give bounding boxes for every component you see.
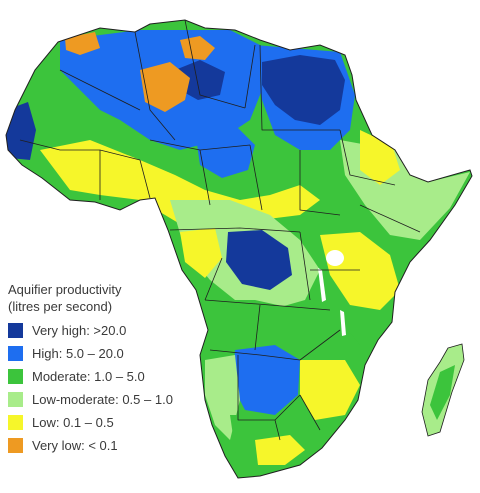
legend-item-very-low: Very low: < 0.1 <box>8 437 248 454</box>
aquifer-zone-high-kalahari <box>232 345 300 415</box>
aquifer-zone-low-horn <box>360 130 400 185</box>
country-borders <box>19 19 421 441</box>
legend-swatch-high <box>8 346 23 361</box>
aquifer-zone-low-south <box>255 435 305 465</box>
legend-items: Very high: >20.0 High: 5.0 – 20.0 Modera… <box>8 322 248 454</box>
legend-title-line1: Aquifier productivity <box>8 282 122 297</box>
legend-label-moderate: Moderate: 1.0 – 5.0 <box>32 369 145 384</box>
aquifer-zone-very-high-congo <box>226 230 292 290</box>
legend-swatch-moderate <box>8 369 23 384</box>
aquifer-zone-very-low-algeria <box>140 62 190 112</box>
aquifer-zone-moderate-south-central <box>205 300 360 365</box>
legend-item-low: Low: 0.1 – 0.5 <box>8 414 248 431</box>
legend-label-very-high: Very high: >20.0 <box>32 323 127 338</box>
lake-tanganyika <box>318 268 326 302</box>
aquifer-zone-very-high-north-west <box>175 60 225 100</box>
aquifer-zone-very-high-egypt <box>262 55 345 125</box>
aquifer-zone-very-low-north <box>180 36 215 60</box>
aquifer-zone-low-mozambique <box>300 360 360 420</box>
legend-label-low-moderate: Low-moderate: 0.5 – 1.0 <box>32 392 173 407</box>
legend-item-low-moderate: Low-moderate: 0.5 – 1.0 <box>8 391 248 408</box>
lake-victoria <box>326 250 344 266</box>
aquifer-zone-very-low-west <box>65 32 100 55</box>
lake-malawi <box>340 310 346 336</box>
legend-item-moderate: Moderate: 1.0 – 5.0 <box>8 368 248 385</box>
legend-item-high: High: 5.0 – 20.0 <box>8 345 248 362</box>
aquifer-zone-high-chad <box>195 125 255 178</box>
legend-swatch-very-high <box>8 323 23 338</box>
legend-label-high: High: 5.0 – 20.0 <box>32 346 124 361</box>
legend-title-line2: (litres per second) <box>8 299 113 314</box>
legend-swatch-low <box>8 415 23 430</box>
legend-item-very-high: Very high: >20.0 <box>8 322 248 339</box>
aquifer-zone-low-gabon <box>180 228 222 278</box>
legend-swatch-low-moderate <box>8 392 23 407</box>
map-legend: Aquifier productivity (litres per second… <box>8 281 248 460</box>
africa-coastline <box>5 19 473 479</box>
legend-label-low: Low: 0.1 – 0.5 <box>32 415 114 430</box>
legend-swatch-very-low <box>8 438 23 453</box>
madagascar-moderate <box>430 365 455 420</box>
legend-title: Aquifier productivity (litres per second… <box>8 281 248 315</box>
legend-label-very-low: Very low: < 0.1 <box>32 438 118 453</box>
